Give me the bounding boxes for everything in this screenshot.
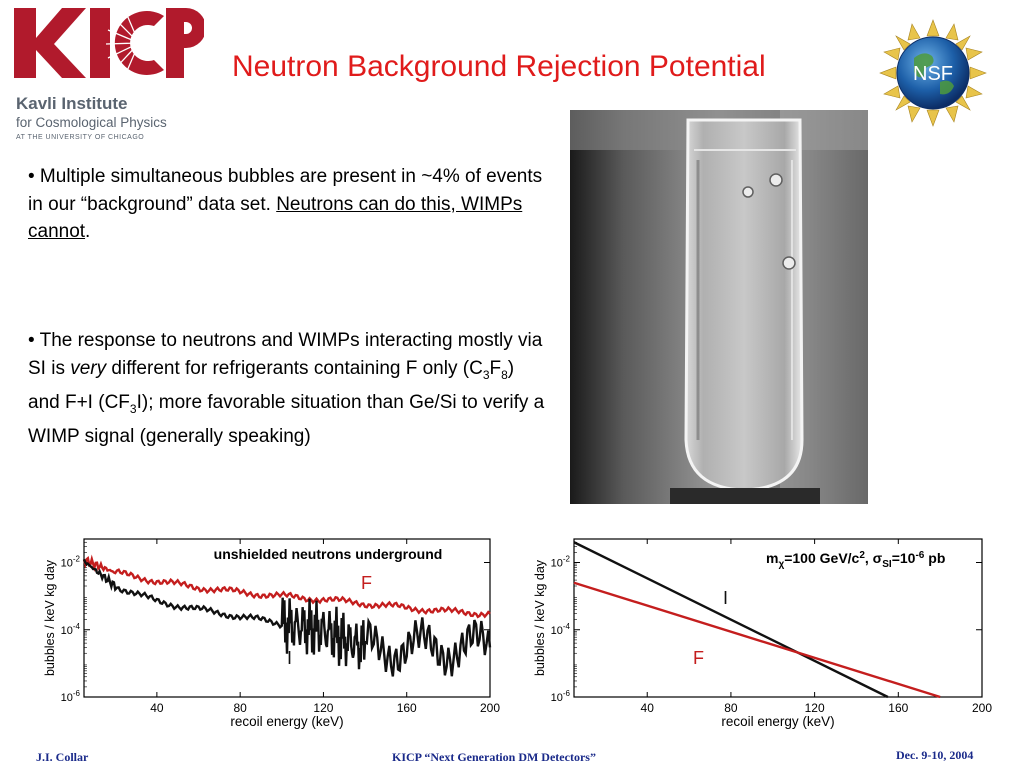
series-label-I: I <box>723 588 728 608</box>
series-label-I: I <box>287 648 292 668</box>
nsf-text: NSF <box>913 63 953 85</box>
footer-date: Dec. 9-10, 2004 <box>896 748 974 762</box>
x-tick-label: 40 <box>641 701 655 715</box>
series-line-F <box>573 581 941 699</box>
bullet-2-sub-1: 3 <box>482 367 490 382</box>
bullet-1: • Multiple simultaneous bubbles are pres… <box>28 163 548 246</box>
logo-line-2: for Cosmological Physics <box>16 115 167 130</box>
kicp-logo: Kavli Institute for Cosmological Physics… <box>14 8 210 141</box>
bullet-2: • The response to neutrons and WIMPs int… <box>28 327 548 451</box>
x-tick-label: 80 <box>233 701 247 715</box>
y-tick-label: 10-2 <box>61 555 81 570</box>
bullet-2-italic: very <box>70 357 107 379</box>
series-line-F <box>82 554 491 619</box>
x-axis-label: recoil energy (keV) <box>721 714 834 729</box>
bullet-2-sub-3: 3 <box>129 401 137 416</box>
x-tick-label: 120 <box>313 701 333 715</box>
footer-author: J.I. Collar <box>36 750 89 764</box>
chart-left: 40 80 120 160 200 10-2 10-4 10-6 recoil energy (… <box>43 538 500 729</box>
series-line-I <box>82 558 492 677</box>
footer-event: KICP “Next Generation DM Detectors” <box>392 750 596 764</box>
x-tick-label: 160 <box>397 701 417 715</box>
x-tick-label: 80 <box>724 701 738 715</box>
chart-left-title: unshielded neutrons underground <box>214 546 443 562</box>
y-tick-label: 10-4 <box>551 622 571 637</box>
y-axis-label: bubbles / keV kg day <box>533 559 547 676</box>
series-label-F: F <box>361 573 372 593</box>
chart-right: 40 80 120 160 200 10-2 10-4 10-6 recoil energy (… <box>533 538 992 729</box>
x-tick-label: 120 <box>805 701 825 715</box>
slide-title: Neutron Background Rejection Potential <box>232 50 766 83</box>
x-axis-label: recoil energy (keV) <box>230 714 343 729</box>
y-tick-label: 10-6 <box>551 689 571 704</box>
x-tick-label: 200 <box>480 701 500 715</box>
bullet-2-part-2: different for refrigerants containing F … <box>106 357 483 379</box>
y-tick-label: 10-2 <box>551 555 571 570</box>
bullet-2-part-3: F <box>489 357 502 379</box>
plot-frame <box>573 538 983 698</box>
series-line-I <box>573 541 889 699</box>
y-tick-label: 10-4 <box>61 622 81 637</box>
series-label-F: F <box>693 648 704 668</box>
x-tick-label: 200 <box>972 701 992 715</box>
kicp-logo-mark <box>14 8 204 79</box>
bullet-2-part-4: ) and F+I (CF <box>28 357 515 413</box>
bullet-1-text: • Multiple simultaneous bubbles are pres… <box>28 166 543 215</box>
chart-right-title: mχ=100 GeV/c2, σSI=10-6 pb <box>766 550 945 570</box>
nsf-logo: NSF <box>879 19 987 127</box>
bullet-2-sub-2: 8 <box>501 367 508 382</box>
bullet-2-part-1: • The response to neutrons and WIMPs int… <box>28 330 543 379</box>
y-axis-label: bubbles / keV kg day <box>43 559 57 676</box>
logo-line-1: Kavli Institute <box>16 94 128 113</box>
bullet-2-part-5: I); more favorable situation than Ge/Si … <box>28 391 545 448</box>
x-tick-label: 40 <box>150 701 164 715</box>
bubble-chamber-photo <box>570 110 868 504</box>
y-tick-label: 10-6 <box>61 689 81 704</box>
bullet-1-suffix: . <box>85 221 91 242</box>
bullet-1-underlined: Neutrons can do this, WIMPs cannot <box>28 193 523 243</box>
logo-line-3: AT THE UNIVERSITY OF CHICAGO <box>16 134 145 141</box>
x-tick-label: 160 <box>888 701 908 715</box>
